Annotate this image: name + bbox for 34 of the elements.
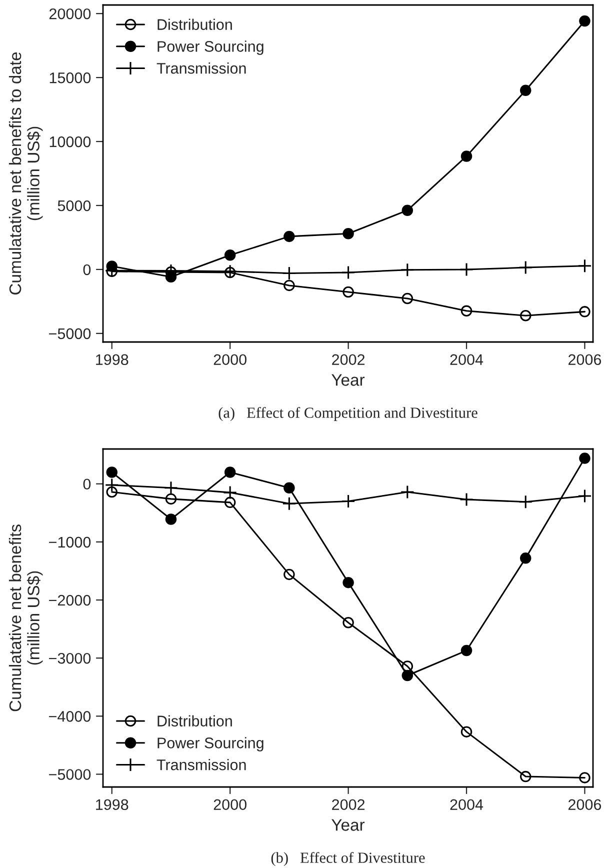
text: (b) Effect of Divestiture xyxy=(271,852,425,866)
y-tick-label: −1000 xyxy=(49,536,91,548)
y-tick-label: −2000 xyxy=(49,594,91,606)
y-tick-label: 0 xyxy=(83,478,91,490)
y-tick-label: −4000 xyxy=(49,711,91,722)
x-tick-label: 1998 xyxy=(96,354,128,366)
text: (a) Effect of Competition and Divestiture xyxy=(218,406,478,422)
y-tick-label: 0 xyxy=(83,264,91,276)
x-tick-label: 2006 xyxy=(568,799,602,810)
y-tick-label: 15000 xyxy=(50,72,91,84)
x-axis-title: Year xyxy=(332,819,365,831)
x-tick-label: 2002 xyxy=(332,799,365,810)
legend-label: Transmission xyxy=(156,62,246,74)
y-tick-label: 10000 xyxy=(50,136,91,148)
x-tick-label: 2004 xyxy=(450,354,484,366)
y-axis-title: Cumulatative net benefits to date (million US$) xyxy=(8,52,43,294)
legend-label: Distribution xyxy=(158,18,232,30)
x-tick-label: 2000 xyxy=(214,354,246,366)
x-tick-label: 2006 xyxy=(568,354,602,366)
x-tick-label: 2002 xyxy=(332,354,365,366)
x-tick-label: 1998 xyxy=(96,799,128,810)
y-tick-label: −5000 xyxy=(49,328,91,340)
legend-label: Power Sourcing xyxy=(158,40,264,55)
legend-label: Power Sourcing xyxy=(158,737,264,752)
x-tick-label: 2000 xyxy=(214,799,246,810)
y-tick-label: 20000 xyxy=(49,8,91,20)
y-axis-title: Cumulatative net benefits (million US$) xyxy=(8,524,43,712)
x-tick-label: 2004 xyxy=(450,799,484,810)
legend-label: Distribution xyxy=(158,715,232,726)
y-tick-label: −5000 xyxy=(49,769,91,780)
y-tick-label: −3000 xyxy=(49,652,91,664)
y-tick-label: 5000 xyxy=(58,200,91,212)
x-axis-title: Year xyxy=(332,374,365,386)
legend-label: Transmission xyxy=(156,759,246,770)
